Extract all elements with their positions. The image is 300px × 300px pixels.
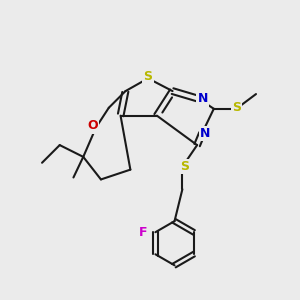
Text: N: N: [197, 92, 208, 106]
Text: S: S: [232, 101, 241, 114]
Text: F: F: [139, 226, 147, 239]
Text: S: S: [143, 70, 152, 83]
Text: O: O: [87, 119, 98, 133]
Text: S: S: [180, 160, 189, 173]
Text: N: N: [200, 127, 211, 140]
